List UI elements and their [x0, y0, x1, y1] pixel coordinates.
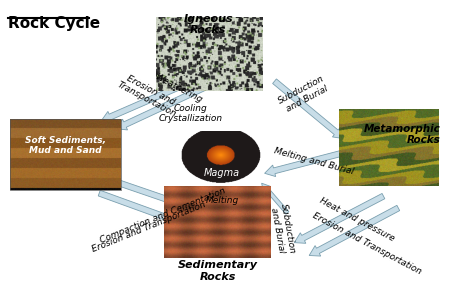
Text: Soft Sediments,
Mud and Sand: Soft Sediments, Mud and Sand	[25, 136, 106, 155]
Text: Melting: Melting	[205, 196, 239, 205]
Text: Metamorphic
Rocks: Metamorphic Rocks	[364, 124, 441, 146]
Polygon shape	[273, 79, 344, 139]
Polygon shape	[261, 183, 289, 214]
Text: Subduction
and Burial: Subduction and Burial	[269, 203, 297, 257]
Polygon shape	[265, 151, 342, 177]
Text: Heat and pressure: Heat and pressure	[318, 196, 396, 243]
Text: Subduction
and Burial: Subduction and Burial	[277, 74, 331, 115]
Polygon shape	[98, 190, 200, 232]
Text: Sedimentary
Rocks: Sedimentary Rocks	[178, 260, 258, 282]
Text: Erosion and
Transportation: Erosion and Transportation	[115, 71, 182, 119]
Text: Cooling
Crystallization: Cooling Crystallization	[158, 104, 222, 123]
Polygon shape	[110, 177, 215, 218]
Text: Igneous
Rocks: Igneous Rocks	[183, 14, 233, 36]
Polygon shape	[116, 78, 219, 130]
Text: Magma: Magma	[204, 168, 240, 178]
Polygon shape	[309, 205, 400, 256]
Polygon shape	[101, 71, 209, 122]
Text: Melting and Burial: Melting and Burial	[273, 147, 355, 176]
Polygon shape	[235, 190, 245, 208]
Text: Weathering: Weathering	[153, 72, 204, 105]
Text: Erosion and Transportation: Erosion and Transportation	[90, 200, 207, 254]
Text: Rock Cycle: Rock Cycle	[8, 16, 100, 31]
Polygon shape	[294, 193, 385, 243]
Text: Compaction and Cementation: Compaction and Cementation	[99, 186, 227, 245]
Text: Erosion and Transportation: Erosion and Transportation	[310, 211, 423, 276]
